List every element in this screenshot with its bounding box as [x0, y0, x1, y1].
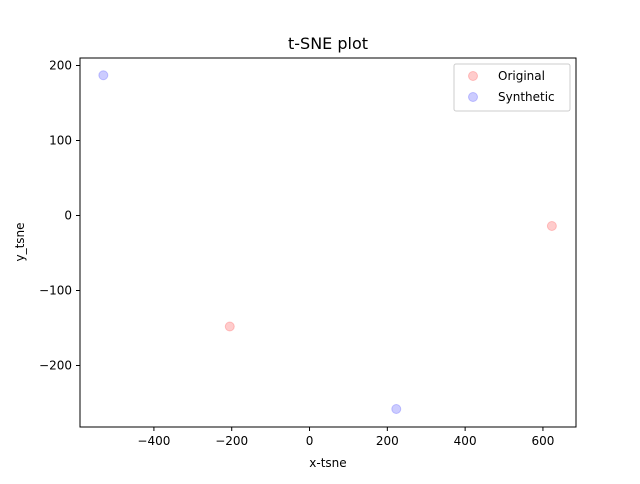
x-tick-label: 600	[531, 434, 554, 448]
legend: Original Synthetic	[453, 63, 571, 112]
data-point-original	[546, 221, 557, 231]
y-axis-label: y_tsne	[13, 222, 27, 261]
data-point-original	[224, 321, 235, 332]
plot-area-frame	[79, 57, 577, 428]
y-tick-label: −200	[39, 359, 72, 373]
x-tick-label: −200	[215, 434, 248, 448]
x-tick-label: 0	[306, 434, 314, 448]
x-axis: −400 −200 0 200 400 600	[137, 427, 554, 448]
x-axis-label: x-tsne	[309, 456, 346, 470]
chart-title: t-SNE plot	[288, 34, 368, 53]
legend-label-original: Original	[498, 69, 545, 83]
legend-marker-synthetic	[468, 92, 478, 102]
data-point-synthetic	[98, 70, 109, 81]
legend-marker-original	[468, 71, 478, 81]
x-tick-label: −400	[137, 434, 170, 448]
legend-box	[453, 63, 571, 112]
y-tick-label: −100	[39, 284, 72, 298]
y-tick-label: 100	[49, 134, 72, 148]
legend-label-synthetic: Synthetic	[498, 90, 555, 104]
y-tick-label: 0	[64, 209, 72, 223]
x-tick-label: 400	[454, 434, 477, 448]
y-tick-label: 200	[49, 59, 72, 73]
x-tick-label: 200	[376, 434, 399, 448]
y-axis: −200 −100 0 100 200	[39, 59, 80, 373]
data-point-synthetic	[391, 404, 402, 414]
legend-items: Original Synthetic	[468, 69, 555, 104]
points-layer	[98, 70, 557, 414]
